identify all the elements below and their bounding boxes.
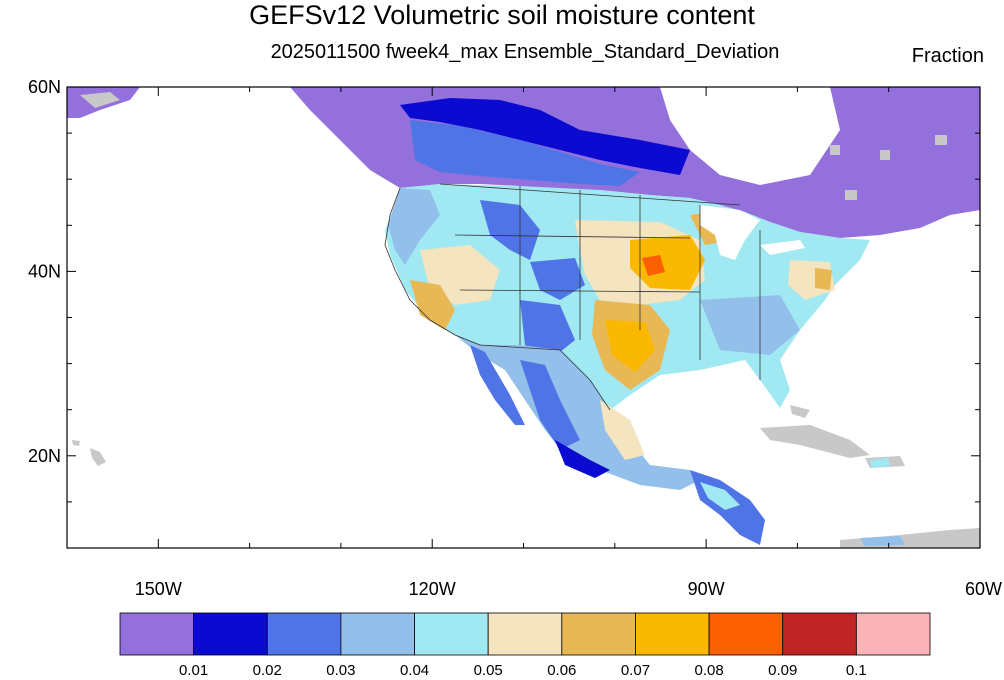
central-america-cyan [700, 482, 740, 510]
texas-gold [605, 320, 655, 372]
alaska-missing [80, 92, 120, 108]
lat-tick-label: 60N [28, 77, 61, 97]
colorbar-label: 0.08 [694, 662, 723, 679]
colorbar-label: 0.07 [621, 662, 650, 679]
southwest-blue [520, 300, 575, 360]
northeast-orange [815, 268, 832, 290]
colorbar-label: 0.04 [400, 662, 429, 679]
southeast-cyan [700, 295, 800, 355]
lon-tick-label: 90W [688, 579, 725, 599]
units-label: Fraction [911, 45, 984, 67]
great-lakes [700, 205, 760, 260]
longitude-axis: 150W 120W 90W 60W [66, 87, 1002, 599]
bahamas [790, 405, 810, 418]
colorbar-swatch [708, 612, 784, 656]
colorbar-swatch [635, 612, 710, 656]
west-coast-blue [388, 188, 440, 265]
baja [470, 345, 525, 425]
colorbar-label: 0.05 [474, 662, 503, 679]
missing-cell [830, 145, 840, 155]
colorbar-swatch [782, 612, 857, 656]
hawaii [90, 448, 106, 466]
colorbar-label: 0.02 [253, 662, 282, 679]
iowa-red [642, 255, 665, 276]
lat-tick-label: 40N [28, 261, 61, 281]
colorbar-label: 0.06 [547, 662, 576, 679]
mexico-blue [520, 360, 580, 450]
colorbar-swatch [561, 612, 636, 656]
colorbar: 0.01 0.02 0.03 0.04 0.05 0.06 0.07 0.08 0.09 0.1 [119, 612, 931, 679]
lon-tick-label: 120W [409, 579, 456, 599]
rockies-blue [480, 200, 540, 260]
latitude-axis: 60N 40N 20N [28, 77, 980, 549]
colorbar-label: 0.01 [179, 662, 208, 679]
colorbar-swatch [487, 612, 563, 656]
south-america-color [860, 536, 905, 546]
colorbar-label: 0.1 [846, 662, 867, 679]
hawaii-small [72, 440, 80, 446]
missing-cell [880, 150, 890, 160]
colorbar-label: 0.03 [326, 662, 355, 679]
lake-erie [760, 240, 805, 255]
colorbar-swatch [414, 612, 489, 656]
political-boundaries [384, 183, 761, 411]
canada-medium-blue [410, 120, 640, 186]
hudson-bay [660, 87, 840, 185]
mexico-tan [600, 400, 645, 460]
missing-cell [935, 135, 947, 145]
colorbar-swatch [119, 612, 195, 656]
midwest-gold [630, 235, 705, 290]
missing-cell [845, 190, 857, 200]
lon-tick-label: 60W [965, 579, 1002, 599]
lat-tick-label: 20N [28, 446, 61, 466]
colorbar-swatch [340, 612, 415, 656]
map-subtitle: 2025011500 fweek4_max Ensemble_Standard_… [270, 41, 780, 63]
cuba [760, 425, 870, 458]
caribbean-cyan [870, 458, 890, 468]
california-orange [410, 280, 455, 330]
colorbar-swatch [855, 612, 931, 656]
lon-tick-label: 150W [135, 579, 182, 599]
colorado-blue [530, 258, 585, 300]
colorbar-label: 0.09 [768, 662, 797, 679]
canada-blue-band [400, 98, 690, 175]
map-area [67, 87, 980, 548]
colorbar-swatch [266, 612, 342, 656]
mexico-dark-blue [555, 440, 610, 478]
colorbar-swatch [193, 612, 268, 656]
map-title: GEFSv12 Volumetric soil moisture content [249, 0, 755, 30]
